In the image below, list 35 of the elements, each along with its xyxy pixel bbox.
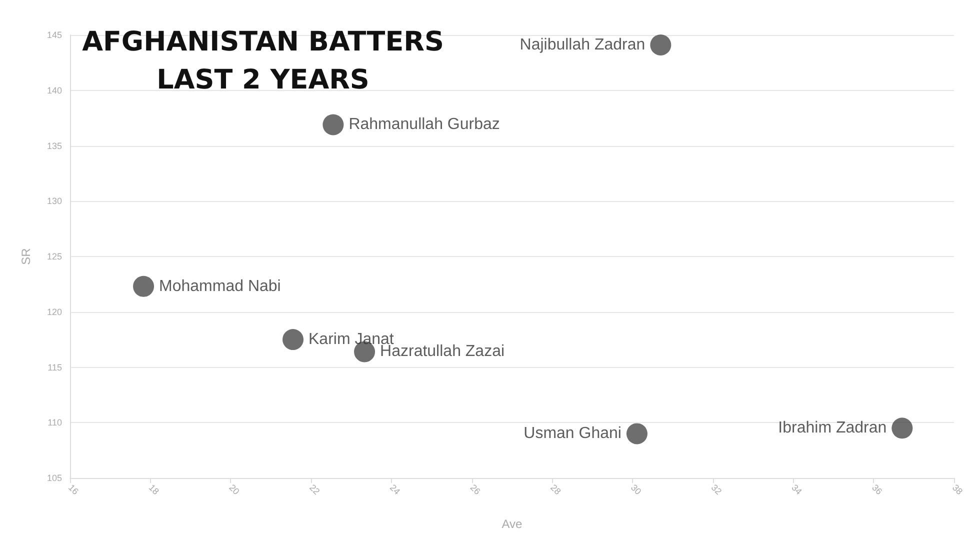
x-tick-label: 18	[146, 482, 161, 497]
y-tick-label: 115	[48, 362, 62, 372]
x-tick-label: 20	[227, 482, 242, 497]
series-label: Rahmanullah Gurbaz	[348, 116, 500, 134]
x-tick-label: 38	[950, 482, 965, 497]
series-label: Ibrahim Zadran	[778, 420, 887, 437]
y-tick-label: 105	[46, 473, 62, 483]
x-axis-title: Ave	[502, 517, 523, 531]
x-tick-label: 36	[870, 482, 884, 497]
chart-title: AFGHANISTAN BATTERS LAST 2 YEARS	[82, 26, 444, 96]
x-tick-label: 26	[468, 482, 482, 497]
y-tick-label: 145	[46, 30, 62, 40]
y-tick-label: 135	[46, 140, 62, 151]
y-tick-label: 125	[46, 252, 62, 262]
series-label: Usman Ghani	[524, 425, 622, 442]
x-tick-label: 16	[66, 482, 81, 497]
point	[626, 423, 648, 444]
series-label: Najibullah Zadran	[520, 36, 646, 54]
point	[650, 34, 672, 56]
x-tick-label: 32	[709, 482, 724, 497]
y-tick-label: 110	[48, 418, 62, 428]
point	[282, 329, 304, 350]
point	[892, 418, 913, 439]
x-tick-label: 34	[790, 482, 804, 497]
point	[322, 114, 344, 136]
x-tick-label: 24	[388, 482, 402, 497]
y-tick-label: 120	[46, 306, 62, 317]
series-label: Mohammad Nabi	[159, 278, 281, 295]
point	[133, 276, 154, 297]
x-tick-label: 30	[629, 482, 644, 497]
x-tick-label: 28	[548, 482, 563, 497]
y-tick-label: 140	[46, 85, 62, 96]
y-axis-title: SR	[19, 248, 33, 265]
y-tick-label: 130	[46, 196, 62, 206]
x-tick-label: 22	[308, 482, 322, 497]
